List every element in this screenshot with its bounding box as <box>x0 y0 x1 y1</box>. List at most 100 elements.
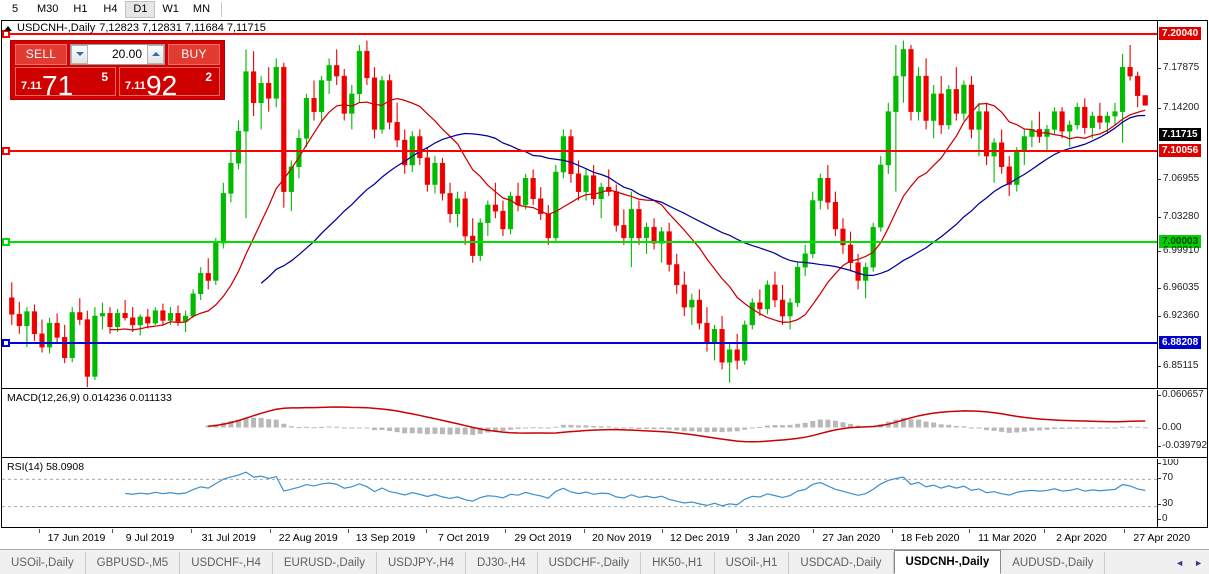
time-tick-mark <box>813 529 815 533</box>
price-scale-separator <box>1157 21 1158 388</box>
time-axis-label: 12 Dec 2019 <box>669 532 730 544</box>
one-click-trading-panel[interactable]: SELL 20.00 BUY 7.11 71 5 7.11 92 2 <box>10 40 225 100</box>
timeframe-button-h4[interactable]: H4 <box>103 3 118 15</box>
chart-tab-hk50h1[interactable]: HK50-,H1 <box>641 552 715 574</box>
price-tick: 7.03280 <box>1158 211 1199 222</box>
timeframe-button-5[interactable]: 5 <box>11 3 19 15</box>
price-pane[interactable]: 7.20040 7.17875 7.14200 7.11715 7.10056 7.069… <box>2 21 1207 389</box>
chart-tab-usoildaily[interactable]: USOil-,Daily <box>0 552 86 574</box>
price-label-blue: 6.88208 <box>1159 336 1202 349</box>
tick-mark <box>1158 250 1161 252</box>
price-tick: 7.06955 <box>1158 173 1199 184</box>
tab-next-button[interactable]: ► <box>1194 558 1203 568</box>
time-tick-mark <box>969 529 971 533</box>
time-tick-mark <box>190 529 192 533</box>
time-axis-label: 20 Nov 2019 <box>591 532 652 544</box>
time-axis-label: 29 Oct 2019 <box>514 532 572 544</box>
time-tick-mark <box>1043 529 1045 533</box>
trade-panel-controls: SELL 20.00 BUY <box>11 41 224 67</box>
tick-mark <box>1158 107 1161 109</box>
price-label-red: 7.10056 <box>1159 144 1202 157</box>
time-tick-mark <box>505 529 506 533</box>
tick-mark <box>1158 287 1161 289</box>
volume-decrease-button[interactable] <box>71 44 88 64</box>
time-tick-mark <box>1123 529 1125 533</box>
macd-tick: 0.060657 <box>1158 390 1204 400</box>
timeframe-button-h1[interactable]: H1 <box>73 3 88 15</box>
chart-tab-usdjpyh4[interactable]: USDJPY-,H4 <box>377 552 467 574</box>
buy-price-quote[interactable]: 7.11 92 2 <box>119 67 220 96</box>
volume-stepper[interactable]: 20.00 <box>70 43 165 65</box>
chart-tab-usdchfh4[interactable]: USDCHF-,H4 <box>180 552 273 574</box>
rsi-pane[interactable]: RSI(14) 58.0908 100 70 30 0 <box>2 459 1207 527</box>
price-scale[interactable]: 7.20040 7.17875 7.14200 7.11715 7.10056 7.069… <box>1158 21 1207 388</box>
ohlc-values: 7,12823 7,12831 7,11684 7,11715 <box>99 22 266 34</box>
time-tick-mark <box>270 529 272 533</box>
level-line-pivot-round[interactable] <box>2 238 1157 246</box>
sell-button[interactable]: SELL <box>15 43 67 65</box>
level-handle[interactable] <box>2 147 10 155</box>
volume-increase-button[interactable] <box>147 44 164 64</box>
tick-mark <box>1158 518 1161 520</box>
time-axis-label: 27 Apr 2020 <box>1133 532 1191 544</box>
sell-price-quote[interactable]: 7.11 71 5 <box>15 67 116 96</box>
chart-tab-usdcnhdaily[interactable]: USDCNH-,Daily <box>893 550 1002 574</box>
time-axis-label: 13 Sep 2019 <box>355 532 416 544</box>
price-tick: 7.14200 <box>1158 102 1199 113</box>
time-axis-label: 27 Jan 2020 <box>822 532 881 544</box>
tick-mark <box>1158 462 1161 464</box>
time-axis-label: 11 Mar 2020 <box>978 532 1037 544</box>
level-line-resistance-mid[interactable] <box>2 147 1157 155</box>
macd-pane[interactable]: MACD(12,26,9) 0.014236 0.011133 0.060657… <box>2 390 1207 458</box>
time-axis-label: 2 Apr 2020 <box>1056 532 1107 544</box>
buy-price-big: 92 <box>146 70 178 96</box>
buy-price-prefix: 7.11 <box>125 80 146 92</box>
chart-tab-usoilh1[interactable]: USOil-,H1 <box>714 552 790 574</box>
rsi-scale-separator <box>1157 459 1158 527</box>
timeframe-button-w1[interactable]: W1 <box>162 3 179 15</box>
chart-tab-audusddaily[interactable]: AUDUSD-,Daily <box>1001 552 1106 574</box>
chart-tab-usdchfdaily[interactable]: USDCHF-,Daily <box>537 552 642 574</box>
price-tick: 6.96035 <box>1158 282 1199 293</box>
sell-price-prefix: 7.11 <box>21 80 42 92</box>
chart-tab-dj30h4[interactable]: DJ30-,H4 <box>466 552 538 574</box>
time-axis-label: 7 Oct 2019 <box>437 532 490 544</box>
tick-mark <box>1158 503 1161 505</box>
macd-tick: -0.039792 <box>1158 440 1207 451</box>
level-handle[interactable] <box>2 339 10 347</box>
rsi-tick: 0 <box>1158 513 1168 524</box>
tab-navigation: ◄ ► <box>1175 552 1209 574</box>
rsi-scale: 100 70 30 0 <box>1158 459 1207 527</box>
chart-up-arrow-icon <box>4 25 12 31</box>
symbol-header: USDCNH-,Daily 7,12823 7,12831 7,11684 7,… <box>4 22 266 34</box>
time-tick-mark <box>583 529 585 533</box>
price-label-green: 7.00003 <box>1159 235 1202 248</box>
macd-title: MACD(12,26,9) 0.014236 0.011133 <box>7 392 172 404</box>
time-tick-mark <box>347 529 349 533</box>
price-label-red: 7.20040 <box>1159 27 1202 40</box>
tick-mark <box>1158 477 1161 479</box>
level-line-support-lower[interactable] <box>2 339 1157 347</box>
volume-input[interactable]: 20.00 <box>111 47 142 61</box>
level-handle[interactable] <box>2 238 10 246</box>
buy-button[interactable]: BUY <box>168 43 220 65</box>
chart-tab-usdcaddaily[interactable]: USDCAD-,Daily <box>789 552 894 574</box>
price-tick: 7.17875 <box>1158 62 1199 73</box>
time-tick-mark <box>38 529 40 533</box>
level-line-resistance-upper[interactable] <box>2 30 1157 38</box>
timeframe-button-d1[interactable]: D1 <box>125 0 156 18</box>
time-tick-mark <box>736 529 737 533</box>
chart-tab-gbpusdm5[interactable]: GBPUSD-,M5 <box>85 552 181 574</box>
timeframe-button-mn[interactable]: MN <box>192 3 211 15</box>
tick-mark <box>1158 315 1161 317</box>
rsi-plot <box>2 471 1157 508</box>
time-axis: 17 Jun 2019 9 Jul 2019 31 Jul 2019 22 Aug 2… <box>1 529 1208 548</box>
macd-plot <box>205 406 1148 443</box>
chevron-up-icon <box>151 52 160 56</box>
chevron-down-icon <box>75 52 84 56</box>
timeframe-button-m30[interactable]: M30 <box>37 3 59 15</box>
level-handle[interactable] <box>2 30 10 38</box>
tick-mark <box>1158 365 1161 367</box>
tab-prev-button[interactable]: ◄ <box>1175 558 1185 568</box>
chart-tab-eurusddaily[interactable]: EURUSD-,Daily <box>272 552 377 574</box>
